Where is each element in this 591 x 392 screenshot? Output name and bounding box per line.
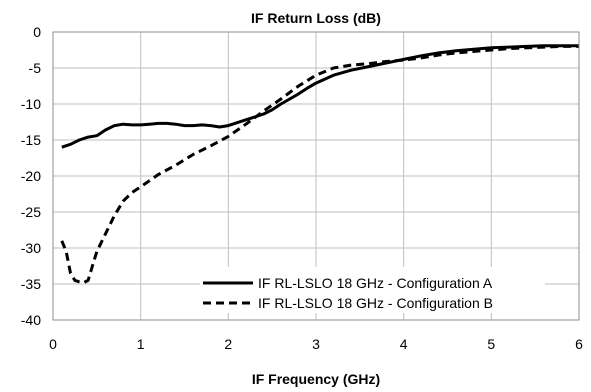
y-tick-label: -35	[21, 276, 41, 292]
x-tick-label: 6	[575, 336, 583, 352]
x-tick-label: 3	[312, 336, 320, 352]
y-tick-label: -30	[21, 240, 41, 256]
legend-background	[200, 267, 545, 313]
y-tick-label: 0	[33, 24, 41, 40]
plot-area-border	[52, 31, 580, 321]
x-tick-label: 0	[49, 336, 57, 352]
y-tick-label: -20	[21, 168, 41, 184]
chart-title: IF Return Loss (dB)	[251, 10, 381, 26]
legend-label-config-b: IF RL-LSLO 18 GHz - Configuration B	[258, 295, 493, 311]
y-tick-label: -15	[21, 132, 41, 148]
y-tick-label: -10	[21, 96, 41, 112]
grid-layer	[53, 32, 579, 320]
y-tick-label: -40	[21, 312, 41, 328]
legend-label-config-a: IF RL-LSLO 18 GHz - Configuration A	[258, 275, 493, 291]
y-tick-label: -25	[21, 204, 41, 220]
legend: IF RL-LSLO 18 GHz - Configuration A IF R…	[200, 267, 545, 313]
y-tick-labels: 0 -5 -10 -15 -20 -25 -30 -35 -40	[21, 24, 41, 328]
x-tick-labels: 0 1 2 3 4 5 6	[49, 336, 583, 352]
y-tick-label: -5	[29, 60, 42, 76]
series-line-config-b	[60, 44, 579, 285]
series-layer	[60, 44, 579, 285]
x-tick-label: 2	[224, 336, 232, 352]
x-tick-label: 4	[400, 336, 408, 352]
x-tick-label: 5	[487, 336, 495, 352]
x-axis-label: IF Frequency (GHz)	[252, 371, 380, 387]
series-line-config-a	[61, 44, 579, 149]
x-tick-label: 1	[137, 336, 145, 352]
